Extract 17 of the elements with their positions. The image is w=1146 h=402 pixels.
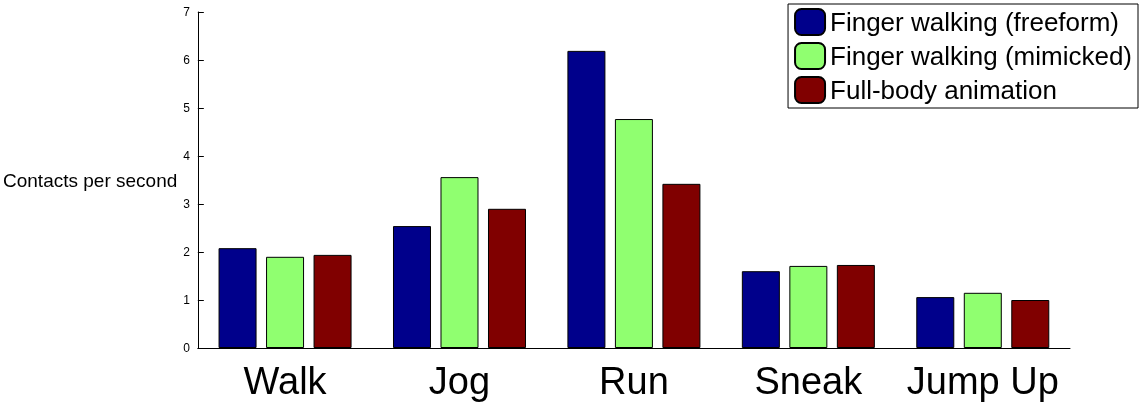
x-tick-label: Jog (428, 360, 491, 402)
legend-label: Finger walking (freeform) (830, 7, 1120, 37)
x-tick-label: Jump Up (906, 360, 1059, 402)
x-tick-label: Sneak (754, 360, 864, 402)
y-tick-label: 5 (183, 101, 191, 115)
y-tick-label: 4 (183, 149, 191, 163)
y-axis-title: Contacts per second (3, 169, 178, 191)
legend-label: Full-body animation (830, 75, 1057, 105)
y-tick-label: 1 (183, 293, 191, 307)
x-tick-label: Run (599, 360, 669, 402)
x-tick-label: Walk (243, 360, 328, 402)
y-tick-label: 2 (183, 245, 191, 259)
y-tick-label: 7 (183, 5, 191, 19)
y-tick-label: 6 (183, 53, 191, 67)
y-tick-label: 3 (183, 197, 191, 211)
y-tick-label: 0 (183, 341, 191, 355)
legend-label: Finger walking (mimicked) (830, 41, 1133, 71)
